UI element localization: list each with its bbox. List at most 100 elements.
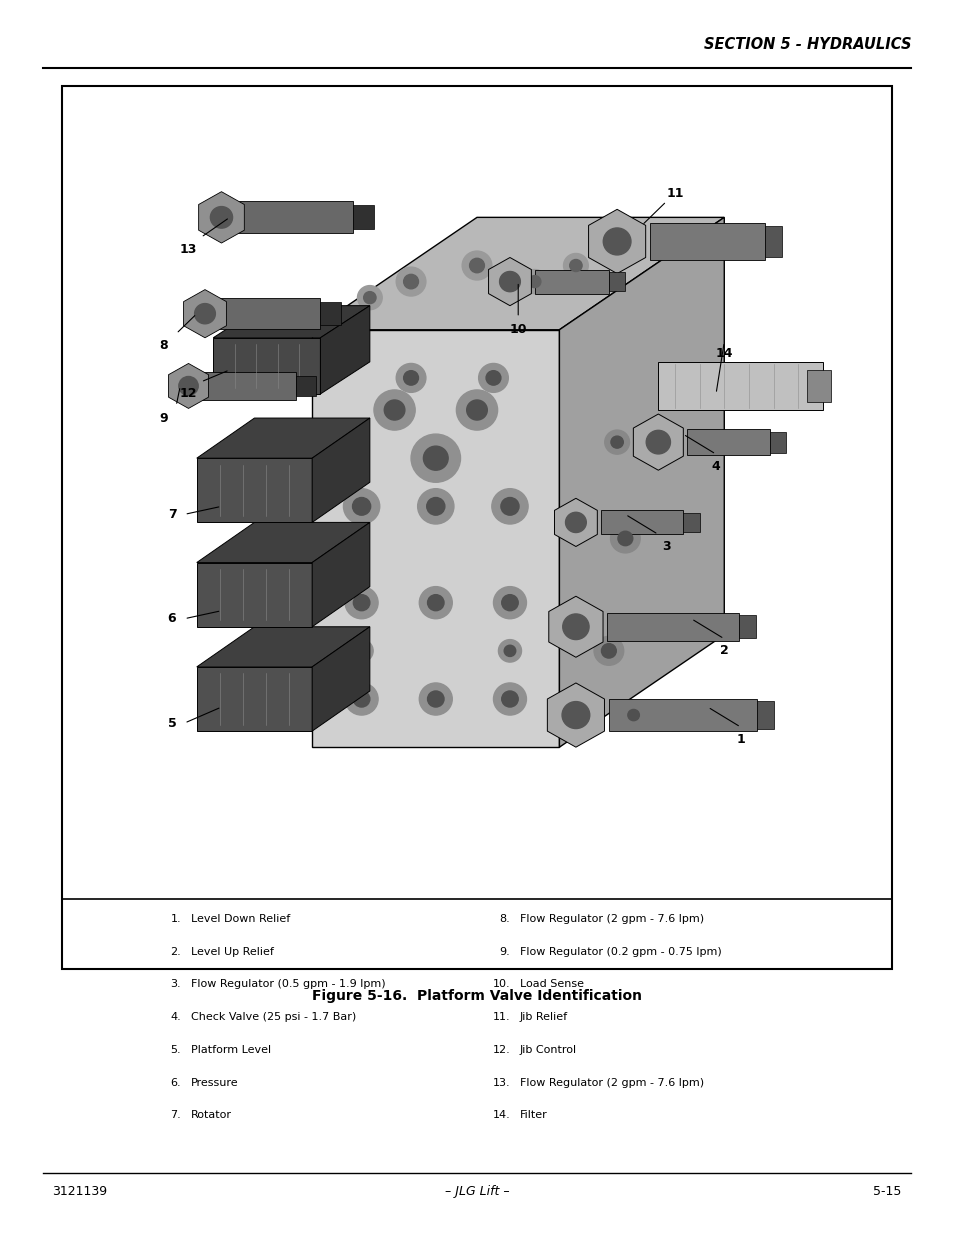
Circle shape	[395, 267, 425, 296]
Circle shape	[604, 430, 629, 454]
Text: Platform Level: Platform Level	[191, 1045, 271, 1055]
Circle shape	[345, 683, 377, 715]
Text: 3121139: 3121139	[52, 1184, 108, 1198]
Circle shape	[497, 640, 521, 662]
Text: 12.: 12.	[492, 1045, 510, 1055]
Polygon shape	[213, 305, 370, 337]
Text: 5.: 5.	[171, 1045, 181, 1055]
Bar	[658, 362, 822, 410]
Polygon shape	[198, 191, 244, 243]
Circle shape	[384, 400, 404, 420]
Circle shape	[493, 587, 526, 619]
Circle shape	[353, 498, 371, 515]
Circle shape	[469, 258, 484, 273]
Text: 10.: 10.	[493, 979, 510, 989]
Text: Flow Regulator (2 gpm - 7.6 lpm): Flow Regulator (2 gpm - 7.6 lpm)	[519, 914, 703, 924]
Circle shape	[478, 363, 508, 393]
Circle shape	[621, 704, 644, 726]
Circle shape	[423, 446, 448, 471]
Text: 2: 2	[720, 645, 728, 657]
Circle shape	[427, 594, 443, 610]
Circle shape	[403, 370, 418, 385]
Text: 6.: 6.	[171, 1077, 181, 1088]
Text: Jib Control: Jib Control	[519, 1045, 577, 1055]
Circle shape	[645, 430, 670, 454]
Polygon shape	[633, 414, 682, 471]
Text: SECTION 5 - HYDRAULICS: SECTION 5 - HYDRAULICS	[702, 37, 910, 52]
Circle shape	[499, 272, 519, 291]
Circle shape	[363, 291, 375, 304]
Circle shape	[565, 513, 586, 532]
Text: 3.: 3.	[171, 979, 181, 989]
Circle shape	[374, 390, 415, 430]
Circle shape	[419, 683, 452, 715]
Polygon shape	[588, 209, 645, 273]
Text: 7: 7	[168, 508, 176, 521]
Text: 11.: 11.	[493, 1013, 510, 1023]
Text: 4: 4	[711, 459, 720, 473]
Bar	[205, 299, 320, 329]
Circle shape	[426, 498, 444, 515]
Text: Flow Regulator (0.5 gpm - 1.9 lpm): Flow Regulator (0.5 gpm - 1.9 lpm)	[191, 979, 385, 989]
Text: 5: 5	[168, 716, 176, 730]
Circle shape	[417, 489, 454, 524]
Circle shape	[493, 683, 526, 715]
Polygon shape	[548, 597, 602, 657]
Bar	[607, 613, 739, 641]
Polygon shape	[488, 257, 531, 305]
Bar	[757, 701, 773, 729]
Text: Rotator: Rotator	[191, 1110, 232, 1120]
Text: Filter: Filter	[519, 1110, 547, 1120]
Bar	[62, 86, 891, 969]
Polygon shape	[320, 305, 370, 394]
Bar	[353, 205, 374, 230]
Circle shape	[395, 363, 425, 393]
Polygon shape	[196, 626, 370, 667]
Text: Jib Relief: Jib Relief	[519, 1013, 567, 1023]
Circle shape	[350, 640, 373, 662]
Circle shape	[178, 377, 198, 395]
Circle shape	[353, 594, 370, 610]
Circle shape	[466, 400, 487, 420]
Text: Figure 5-16.  Platform Valve Identification: Figure 5-16. Platform Valve Identificati…	[312, 989, 641, 1003]
Circle shape	[563, 253, 588, 278]
Circle shape	[353, 692, 370, 706]
Polygon shape	[312, 417, 370, 522]
Circle shape	[627, 709, 639, 721]
Text: Level Up Relief: Level Up Relief	[191, 946, 274, 957]
Circle shape	[602, 228, 630, 254]
Circle shape	[504, 645, 516, 657]
Polygon shape	[196, 417, 370, 458]
Circle shape	[211, 206, 233, 228]
Polygon shape	[196, 522, 370, 562]
Polygon shape	[196, 458, 312, 522]
Circle shape	[419, 587, 452, 619]
Text: Pressure: Pressure	[191, 1077, 238, 1088]
Bar	[739, 615, 755, 638]
Bar	[320, 303, 340, 325]
Bar	[682, 513, 699, 532]
Text: Load Sense: Load Sense	[519, 979, 583, 989]
Circle shape	[461, 251, 492, 280]
Polygon shape	[196, 667, 312, 731]
Circle shape	[501, 594, 517, 610]
Polygon shape	[312, 522, 370, 626]
Polygon shape	[558, 217, 723, 747]
Bar	[608, 699, 757, 731]
Circle shape	[345, 587, 377, 619]
Text: 2.: 2.	[171, 946, 181, 957]
Bar	[295, 375, 316, 396]
Polygon shape	[312, 626, 370, 731]
Text: Flow Regulator (0.2 gpm - 0.75 lpm): Flow Regulator (0.2 gpm - 0.75 lpm)	[519, 946, 720, 957]
Circle shape	[357, 285, 382, 310]
Text: 9.: 9.	[499, 946, 510, 957]
Text: 9: 9	[159, 411, 168, 425]
Bar	[189, 372, 295, 400]
Bar	[764, 226, 781, 257]
Text: Flow Regulator (2 gpm - 7.6 lpm): Flow Regulator (2 gpm - 7.6 lpm)	[519, 1077, 703, 1088]
Circle shape	[610, 436, 622, 448]
Circle shape	[501, 692, 517, 706]
Circle shape	[610, 524, 639, 553]
Polygon shape	[312, 217, 723, 330]
Text: 5-15: 5-15	[872, 1184, 901, 1198]
